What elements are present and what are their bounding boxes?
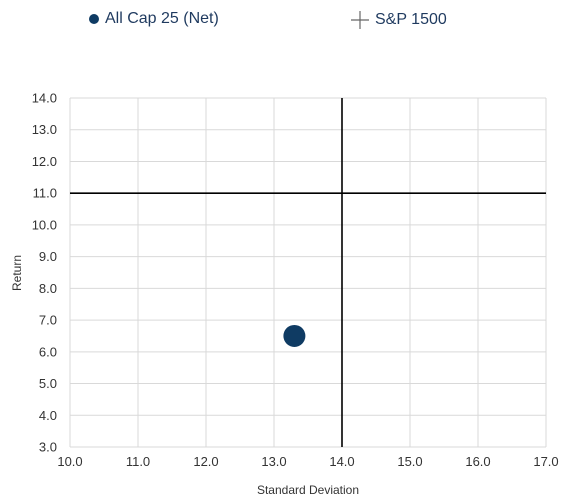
y-tick-label: 6.0	[39, 344, 57, 359]
legend-label-all-cap-25: All Cap 25 (Net)	[105, 10, 219, 27]
x-axis-ticks: 10.0 11.0 12.0 13.0 14.0 15.0 16.0 17.0	[57, 454, 558, 469]
y-tick-label: 9.0	[39, 249, 57, 264]
y-tick-label: 5.0	[39, 376, 57, 391]
y-axis-ticks: 3.0 4.0 5.0 6.0 7.0 8.0 9.0 10.0 11.0 12.0 13.0 14.…	[32, 91, 57, 455]
x-tick-label: 15.0	[397, 454, 422, 469]
plot-marks	[70, 98, 546, 447]
legend-item-sp-1500: S&P 1500	[350, 10, 447, 30]
x-tick-label: 13.0	[261, 454, 286, 469]
data-point	[283, 324, 306, 347]
x-tick-label: 16.0	[465, 454, 490, 469]
plus-marker-icon	[350, 10, 370, 30]
y-tick-label: 12.0	[32, 154, 57, 169]
y-tick-label: 13.0	[32, 122, 57, 137]
x-axis-label: Standard Deviation	[257, 483, 359, 497]
legend-label-sp-1500: S&P 1500	[375, 11, 447, 28]
grid	[69, 97, 547, 448]
y-tick-label: 3.0	[39, 440, 57, 455]
circle-marker-icon	[88, 13, 100, 25]
x-tick-label: 17.0	[533, 454, 558, 469]
x-tick-label: 14.0	[329, 454, 354, 469]
x-tick-label: 11.0	[126, 454, 150, 469]
y-tick-label: 7.0	[39, 313, 57, 328]
y-axis-label: Return	[10, 255, 24, 291]
y-tick-label: 11.0	[33, 186, 57, 201]
y-tick-label: 8.0	[39, 281, 57, 296]
y-tick-label: 14.0	[32, 91, 57, 106]
legend: All Cap 25 (Net) S&P 1500	[0, 10, 562, 34]
legend-item-all-cap-25: All Cap 25 (Net)	[88, 10, 219, 28]
y-tick-label: 10.0	[32, 217, 57, 232]
y-tick-label: 4.0	[39, 408, 57, 423]
x-tick-label: 10.0	[57, 454, 82, 469]
x-tick-label: 12.0	[193, 454, 218, 469]
